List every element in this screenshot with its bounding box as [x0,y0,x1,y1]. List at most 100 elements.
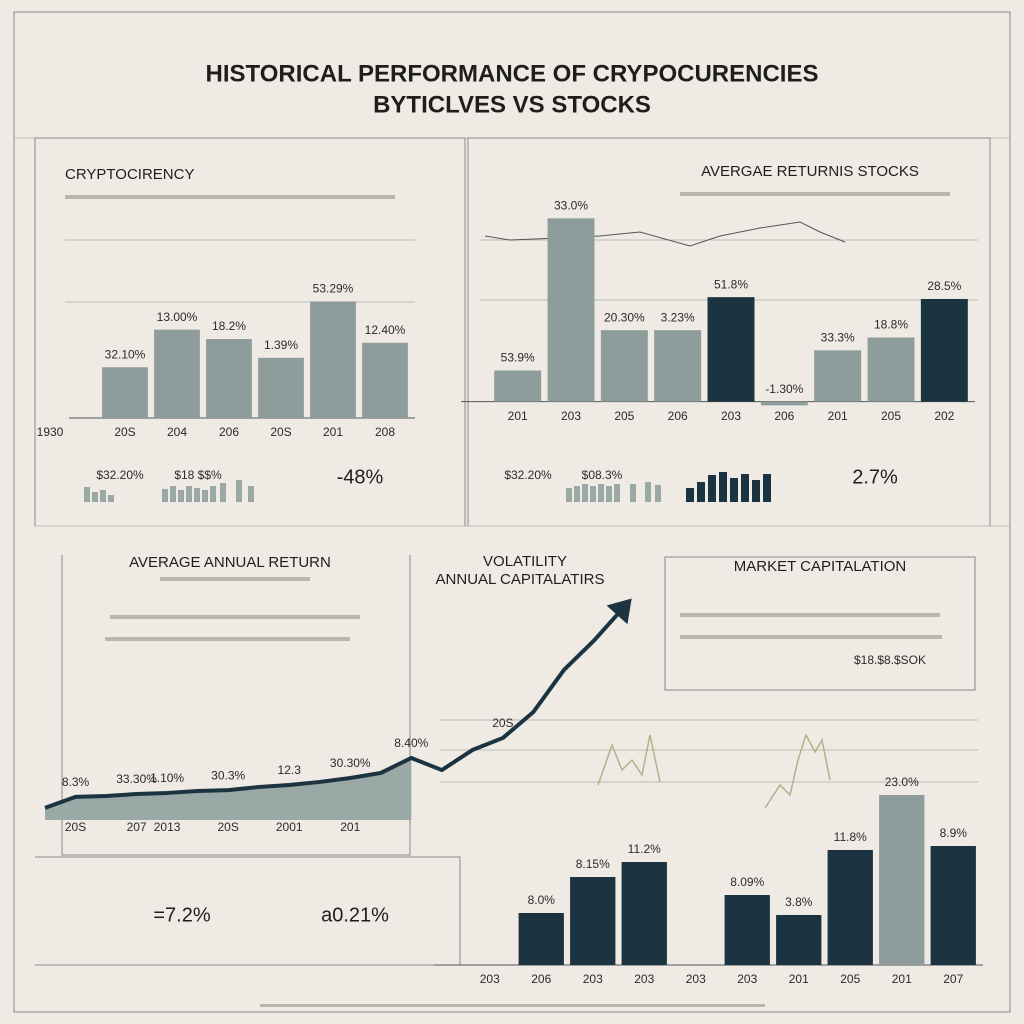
x-tick-label: 201 [340,820,360,834]
text-placeholder [680,613,940,617]
mini-bars [686,472,771,502]
x-tick-label: 201 [892,972,912,986]
arrow-head [606,598,632,625]
bar-note: 11.2% [628,842,661,856]
x-tick-label: 207 [943,972,963,986]
x-tick-label: 201 [323,425,343,439]
bar-note: 8.15% [576,857,610,871]
stat-text: $32.20% [504,468,552,482]
bar-note: 1.39% [264,338,298,352]
panel [35,856,461,966]
bar-note: 33.3% [821,331,855,345]
bar-note: 28.5% [927,279,961,293]
stat-value: 2.7% [852,466,898,488]
bar [570,877,616,965]
chart-title: AVERAGE ANNUAL RETURN [129,554,331,571]
bar-note: 32.10% [105,347,146,361]
x-tick-label: 2001 [276,820,303,834]
bar [654,330,702,402]
label: ANNUAL CAPITALATIRS [436,571,605,588]
text-placeholder [110,615,360,619]
x-tick-label: 20S [65,820,86,834]
bar-note: 8.0% [528,893,556,907]
bar [494,370,542,402]
bar-note: 12.40% [365,323,406,337]
bar [879,795,925,965]
line [44,604,627,810]
bar-note: 8.9% [940,826,968,840]
stat-value: -48% [337,466,384,488]
x-tick-label: 208 [375,425,395,439]
text-placeholder [105,637,350,641]
trend-line [764,733,831,809]
x-tick-label: 205 [881,409,901,423]
bar [362,342,408,418]
bar [814,350,862,402]
point-note: 8.40% [394,736,428,750]
stat-value: a0.21% [321,904,389,926]
point-note: 8.3% [62,775,90,789]
bar [310,301,356,418]
bar-note: -1.30% [765,382,803,396]
x-tick-label: 201 [828,409,848,423]
bar-note: 51.8% [714,277,748,291]
point-note: 33.30% [116,772,157,786]
bar [776,915,822,965]
bar [827,850,873,965]
bar [600,330,648,402]
stat-text: $08.3% [582,468,623,482]
x-tick-label: 203 [634,972,654,986]
point-note: 30.30% [330,756,371,770]
chart-title: CRYPTOCIRENCY [65,166,194,183]
text-placeholder [680,192,950,196]
bar [920,299,968,402]
x-tick-label: 203 [737,972,757,986]
x-tick-label: 202 [934,409,954,423]
stat-text: $18.$8.$SOK [854,653,926,667]
bar-note: 53.29% [313,282,354,296]
bar-note: 13.00% [157,310,198,324]
bar-note: 18.2% [212,319,246,333]
x-tick-label: 20S [114,425,135,439]
outer-frame [13,11,1011,1013]
x-tick-label: 20S [217,820,238,834]
text-placeholder [680,635,942,639]
x-tick-label: 206 [774,409,794,423]
bar [206,339,252,418]
bar-note: 33.0% [554,199,588,213]
stat-text: $32.20% [96,468,144,482]
x-tick-label: 203 [721,409,741,423]
text-placeholder [160,577,310,581]
x-tick-label: 201 [508,409,528,423]
bar-note: 11.8% [834,830,867,844]
point-note: 20S [492,716,513,730]
subtitle: BYTICLVES VS STOCKS [373,91,651,118]
bar [930,846,976,965]
bar [102,367,148,418]
panel [664,556,976,691]
x-tick-label: 203 [583,972,603,986]
stat-text: $18 $$% [174,468,222,482]
x-tick-label: 207 [127,820,147,834]
label: VOLATILITY [483,553,567,570]
bar [760,401,808,406]
x-tick-label: 201 [789,972,809,986]
bar-note: 23.0% [885,775,919,789]
mini-bars [84,480,661,502]
bar-note: 8.09% [730,875,764,889]
point-note: 1.10% [150,771,184,785]
bar-note: 3.8% [785,895,813,909]
x-tick-label: 203 [480,972,500,986]
x-tick-label: 203 [561,409,581,423]
x-tick-label: 206 [668,409,688,423]
point-note: 12.3 [278,763,302,777]
trend-line [597,734,661,786]
x-tick-label: 206 [219,425,239,439]
stat-value: =7.2% [153,904,210,926]
axis-label: 1930 [37,425,64,439]
bar [621,862,667,965]
bar [707,297,755,402]
x-tick-label: 20S [270,425,291,439]
x-tick-label: 206 [531,972,551,986]
x-tick-label: 205 [614,409,634,423]
